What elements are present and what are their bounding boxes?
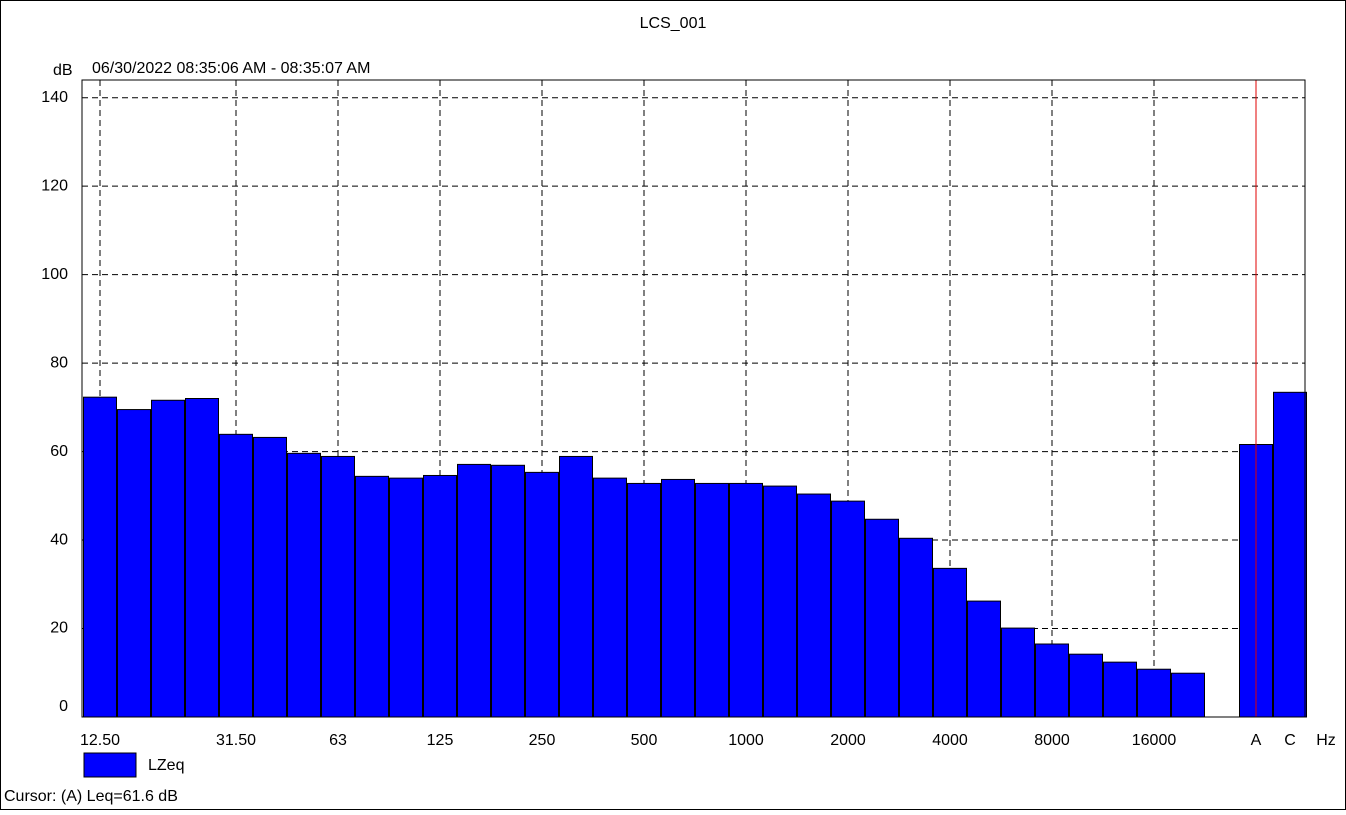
bar (1069, 653, 1103, 718)
x-tick-label: 31.50 (216, 732, 256, 749)
x-tick-label: 4000 (932, 732, 968, 749)
bar (457, 463, 491, 718)
bar (627, 482, 661, 718)
x-tick-label: 16000 (1132, 732, 1177, 749)
bar (967, 600, 1001, 718)
bar (559, 455, 593, 718)
y-tick-label: 140 (41, 89, 68, 106)
y-tick-label: 60 (50, 443, 68, 460)
bar (797, 493, 831, 718)
x-tick-label: 63 (329, 732, 347, 749)
bar (763, 485, 797, 718)
bar (1035, 643, 1069, 718)
bar (117, 409, 151, 718)
bar (593, 477, 627, 718)
bar (1137, 668, 1171, 718)
bar (933, 567, 967, 718)
x-tick-label: 2000 (830, 732, 866, 749)
bar (729, 482, 763, 718)
bar (185, 398, 219, 718)
bar (831, 500, 865, 718)
legend-swatch (83, 752, 137, 778)
bar (525, 471, 559, 718)
bar (423, 474, 457, 718)
y-tick-label: 20 (50, 620, 68, 637)
x-tick-label: C (1284, 732, 1296, 749)
cursor-text: Cursor: (A) Leq=61.6 dB (4, 788, 178, 805)
bar (219, 433, 253, 718)
x-tick-label: 500 (631, 732, 658, 749)
y-tick-label: 120 (41, 177, 68, 194)
y-tick-label: 40 (50, 531, 68, 548)
bar (321, 455, 355, 718)
bar (83, 396, 117, 718)
bar (1273, 391, 1307, 718)
y-tick-label: 0 (59, 698, 68, 715)
chart-title: LCS_001 (640, 15, 707, 32)
bar (491, 464, 525, 718)
bar (899, 537, 933, 718)
x-axis-label: Hz (1316, 732, 1336, 749)
bar (389, 477, 423, 718)
x-tick-label: 1000 (728, 732, 764, 749)
x-tick-label: 250 (529, 732, 556, 749)
subtitle: 06/30/2022 08:35:06 AM - 08:35:07 AM (92, 60, 370, 77)
bar (151, 399, 185, 718)
bar (287, 452, 321, 718)
bar (661, 478, 695, 718)
bar (1001, 627, 1035, 718)
y-axis-label: dB (53, 62, 73, 79)
bar (1171, 672, 1205, 718)
y-tick-label: 100 (41, 266, 68, 283)
bar (355, 475, 389, 718)
x-tick-label: 8000 (1034, 732, 1070, 749)
y-tick-label: 80 (50, 354, 68, 371)
bar (253, 436, 287, 718)
x-tick-label: 12.50 (80, 732, 120, 749)
bar (695, 482, 729, 718)
legend-label: LZeq (148, 757, 184, 774)
bar (865, 518, 899, 718)
bar (1103, 661, 1137, 718)
x-tick-label: A (1251, 732, 1262, 749)
x-tick-label: 125 (427, 732, 454, 749)
plot-frame (81, 79, 1306, 718)
